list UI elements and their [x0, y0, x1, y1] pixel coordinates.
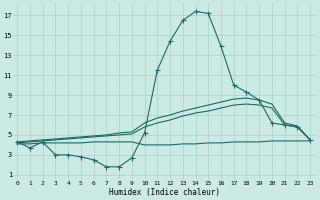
- X-axis label: Humidex (Indice chaleur): Humidex (Indice chaleur): [109, 188, 220, 197]
